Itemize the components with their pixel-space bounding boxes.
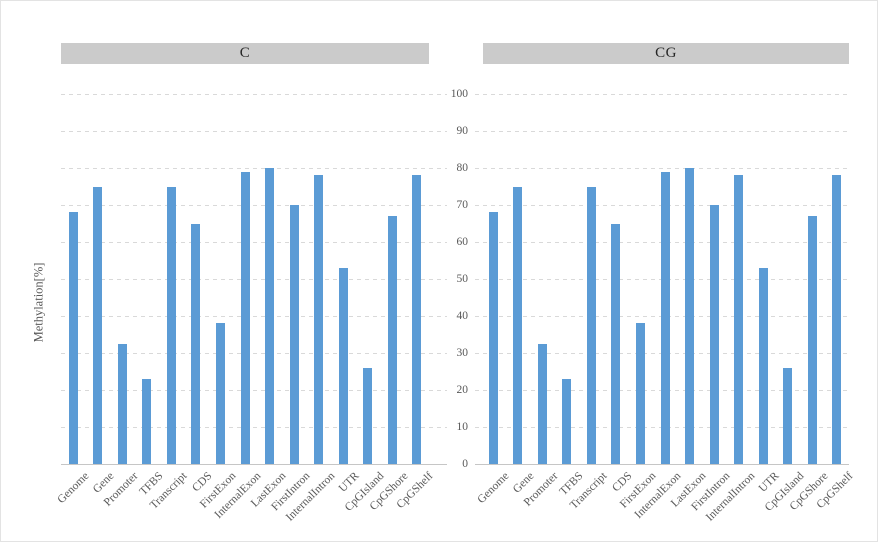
gridline <box>61 353 447 354</box>
y-tick-label: 80 <box>456 162 469 174</box>
bar-C-Transcript <box>166 186 176 464</box>
gridline <box>61 316 447 317</box>
gridline <box>61 427 447 428</box>
bar-CG-CpGShelf <box>832 175 842 464</box>
gridline <box>475 131 849 132</box>
y-tick-label: 90 <box>456 125 469 137</box>
y-tick-label: 20 <box>456 384 469 396</box>
bar-CG-Genome <box>488 212 498 464</box>
bar-C-InternalExon <box>240 171 250 464</box>
gridline <box>475 94 849 95</box>
panel-title-cg: CG <box>483 43 849 64</box>
y-tick-label: 60 <box>456 236 469 248</box>
bar-C-FirstIntron <box>289 205 299 464</box>
gridline <box>61 94 447 95</box>
y-tick-label: 10 <box>456 421 469 433</box>
y-tick-label: 40 <box>456 310 469 322</box>
bar-C-Promoter <box>117 343 127 464</box>
bar-C-CpGIsland <box>363 367 373 464</box>
bar-CG-InternalExon <box>660 171 670 464</box>
gridline <box>61 205 447 206</box>
x-axis-line <box>475 464 849 465</box>
y-tick-label: 50 <box>456 273 469 285</box>
bar-C-UTR <box>338 267 348 464</box>
bar-CG-CDS <box>611 223 621 464</box>
panel-title-c: C <box>61 43 429 64</box>
bar-C-TFBS <box>142 378 152 464</box>
bar-C-InternalIntron <box>314 175 324 464</box>
x-axis-line <box>61 464 447 465</box>
gridline <box>61 279 447 280</box>
bar-CG-CpGShore <box>807 216 817 464</box>
bar-C-FirstExon <box>215 323 225 464</box>
gridline <box>61 242 447 243</box>
bar-C-Genome <box>68 212 78 464</box>
bar-CG-FirstIntron <box>709 205 719 464</box>
y-tick-label: 0 <box>462 458 468 470</box>
y-tick-label: 70 <box>456 199 469 211</box>
bar-CG-Gene <box>513 186 523 464</box>
bar-CG-UTR <box>758 267 768 464</box>
bar-CG-FirstExon <box>635 323 645 464</box>
y-axis-title: Methylation[%] <box>31 262 46 343</box>
bar-C-Gene <box>93 186 103 464</box>
bar-CG-Transcript <box>586 186 596 464</box>
bar-C-CpGShore <box>387 216 397 464</box>
y-tick-label: 100 <box>450 88 468 100</box>
bar-C-LastExon <box>265 168 275 464</box>
gridline <box>61 168 447 169</box>
gridline <box>475 168 849 169</box>
bar-CG-Promoter <box>537 343 547 464</box>
bar-CG-CpGIsland <box>783 367 793 464</box>
gridline <box>61 131 447 132</box>
bar-C-CpGShelf <box>412 175 422 464</box>
bar-CG-LastExon <box>685 168 695 464</box>
bar-CG-TFBS <box>562 378 572 464</box>
y-tick-label: 30 <box>456 347 469 359</box>
bar-CG-InternalIntron <box>734 175 744 464</box>
bar-C-CDS <box>191 223 201 464</box>
gridline <box>61 390 447 391</box>
